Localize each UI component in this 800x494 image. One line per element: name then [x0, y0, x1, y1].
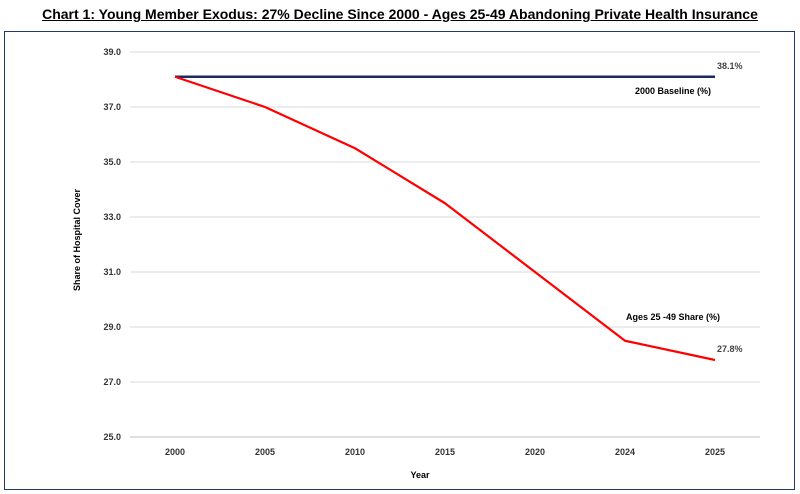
series-name-label: 2000 Baseline (%) [635, 86, 711, 96]
x-axis-title: Year [410, 470, 430, 480]
end-value-label: 27.8% [717, 344, 743, 354]
x-tick-label: 2025 [705, 447, 725, 457]
gridlines [130, 51, 760, 438]
y-tick-label: 33.0 [103, 212, 121, 222]
series-lines [174, 75, 716, 362]
x-tick-label: 2010 [345, 447, 365, 457]
y-axis-ticks: 25.0 27.0 29.0 31.0 33.0 35.0 37.0 39.0 [103, 47, 121, 442]
x-tick-label: 2000 [165, 447, 185, 457]
y-axis-title: Share of Hospital Cover [72, 188, 82, 291]
y-tick-label: 35.0 [103, 157, 121, 167]
x-tick-label: 2015 [435, 447, 455, 457]
x-tick-label: 2005 [255, 447, 275, 457]
series-labels: 38.1% 2000 Baseline (%) 27.8% Ages 25 -49 S… [626, 61, 743, 354]
y-tick-label: 37.0 [103, 102, 121, 112]
y-tick-label: 27.0 [103, 377, 121, 387]
chart-frame [4, 31, 795, 490]
end-value-label: 38.1% [717, 61, 743, 71]
y-tick-label: 31.0 [103, 267, 121, 277]
series-line-1 [174, 75, 716, 362]
chart-title: Chart 1: Young Member Exodus: 27% Declin… [42, 6, 758, 22]
y-tick-label: 39.0 [103, 47, 121, 57]
y-tick-label: 25.0 [103, 432, 121, 442]
x-tick-label: 2020 [525, 447, 545, 457]
series-name-label: Ages 25 -49 Share (%) [626, 312, 720, 322]
y-tick-label: 29.0 [103, 322, 121, 332]
x-axis-ticks: 2000 2005 2010 2015 2020 2024 2025 [165, 447, 725, 457]
x-tick-label: 2024 [615, 447, 635, 457]
